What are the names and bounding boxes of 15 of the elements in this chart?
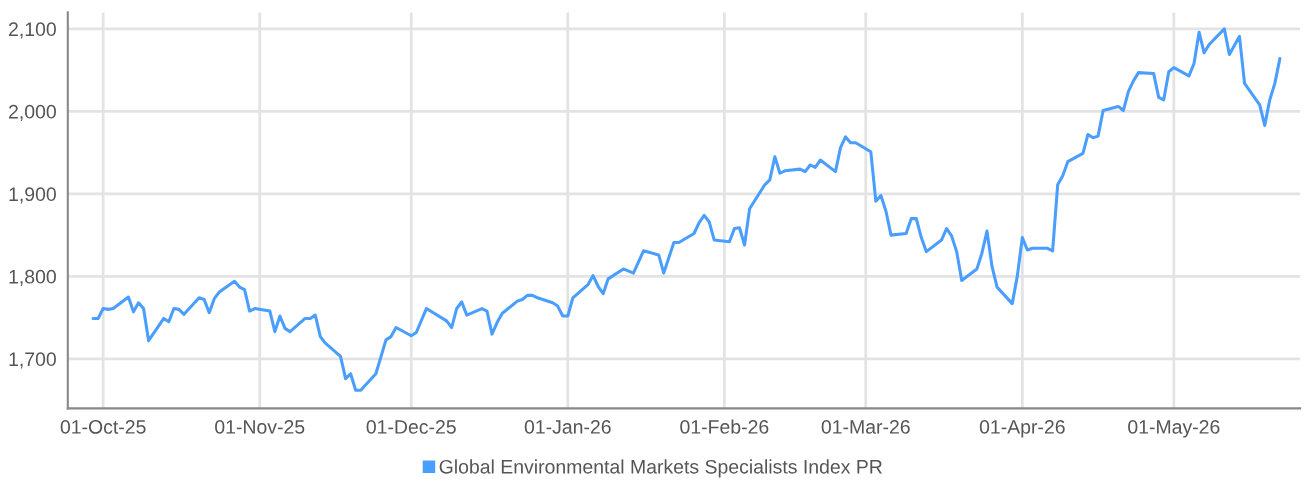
x-tick-label: 01-Apr-26 xyxy=(979,420,1065,438)
line-series xyxy=(91,27,1282,392)
x-tick-label: 01-Jan-26 xyxy=(524,420,611,434)
x-tick-label: 01-Mar-26 xyxy=(821,420,910,434)
y-tick-label: 1,800 xyxy=(9,269,56,286)
legend-label: Global Environmental Markets Specialists Index PR xyxy=(439,459,882,478)
y-tick-label: 2,000 xyxy=(9,104,56,121)
x-tick-label: 01-Nov-25 xyxy=(215,420,305,434)
y-tick-label: 1,900 xyxy=(9,187,56,204)
x-tick-label: 01-Feb-26 xyxy=(680,419,769,434)
y-tick-label: 2,100 xyxy=(9,22,56,39)
x-tick-label: 01-May-26 xyxy=(1128,420,1220,438)
x-tick-label: 01-Dec-25 xyxy=(366,420,456,434)
x-tick-label: 01-Oct-25 xyxy=(60,420,146,434)
y-tick-label: 1,700 xyxy=(9,352,56,369)
